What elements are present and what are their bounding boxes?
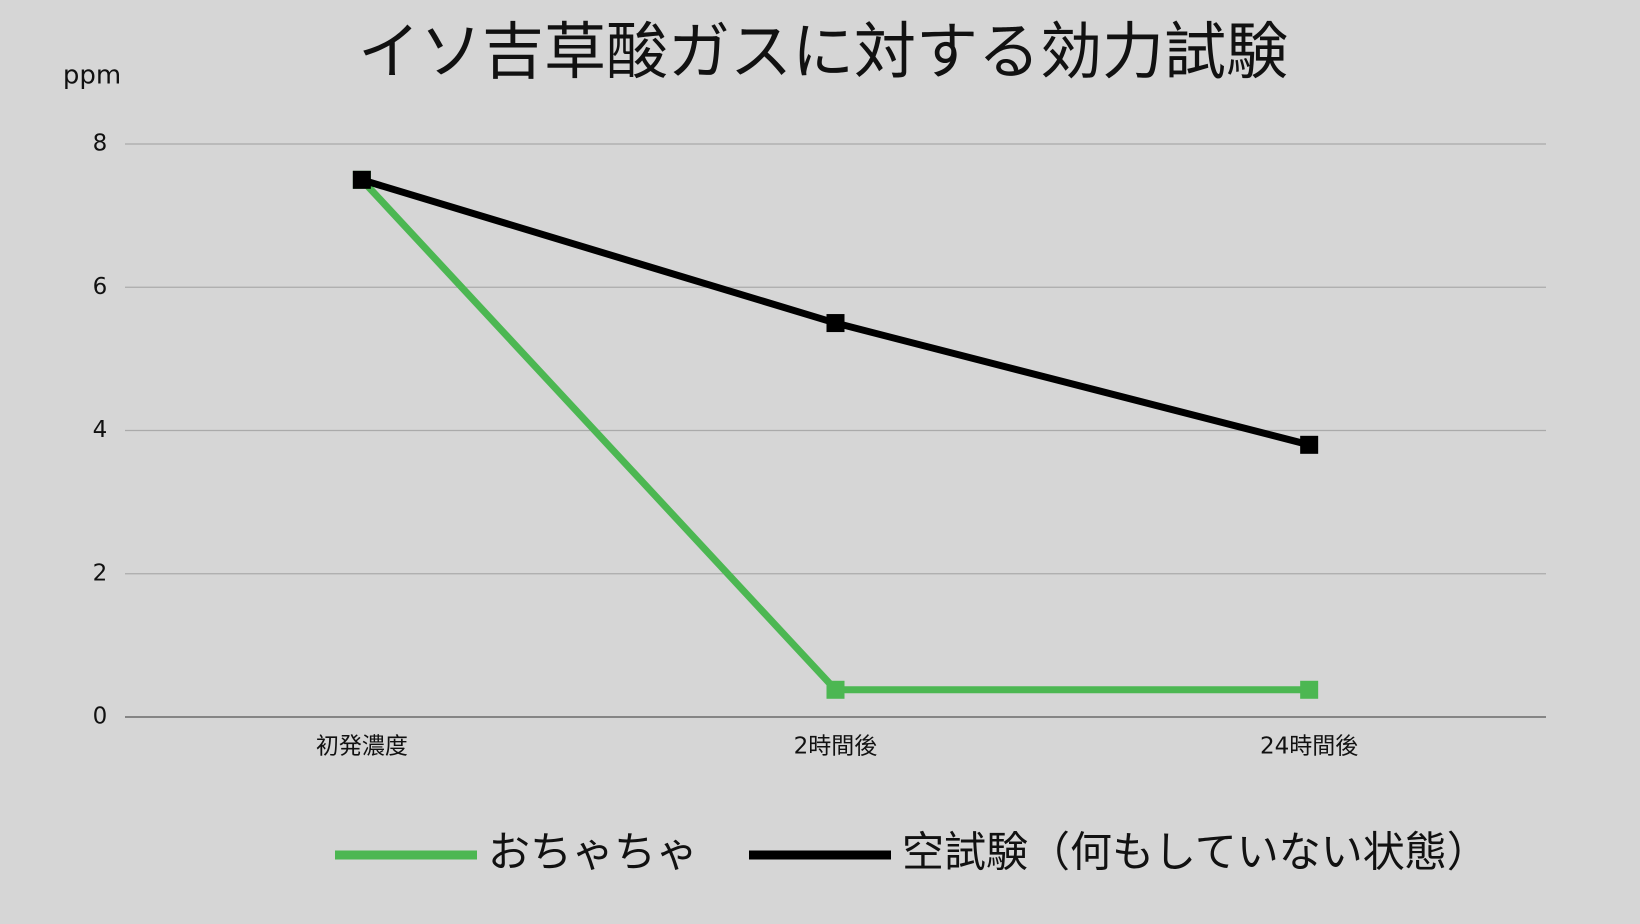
x-tick-label: 初発濃度 bbox=[316, 734, 408, 760]
series-marker bbox=[1300, 680, 1319, 699]
series-marker bbox=[826, 314, 845, 333]
series-marker bbox=[1300, 435, 1319, 454]
x-tick-label: 2時間後 bbox=[794, 734, 878, 760]
series-marker bbox=[352, 170, 371, 189]
series-marker bbox=[826, 680, 845, 699]
y-tick-label: 4 bbox=[93, 417, 108, 443]
y-tick-label: 0 bbox=[93, 704, 108, 730]
legend-label: 空試験（何もしていない状態） bbox=[902, 828, 1489, 877]
y-tick-label: 6 bbox=[93, 274, 108, 300]
y-axis-label: ppm bbox=[63, 61, 121, 91]
legend-label: おちゃちゃ bbox=[488, 828, 698, 877]
x-tick-label: 24時間後 bbox=[1260, 734, 1358, 760]
chart-title: イソ吉草酸ガスに対する効力試験 bbox=[358, 15, 1288, 88]
y-tick-label: 8 bbox=[93, 131, 108, 157]
y-tick-label: 2 bbox=[93, 560, 108, 586]
